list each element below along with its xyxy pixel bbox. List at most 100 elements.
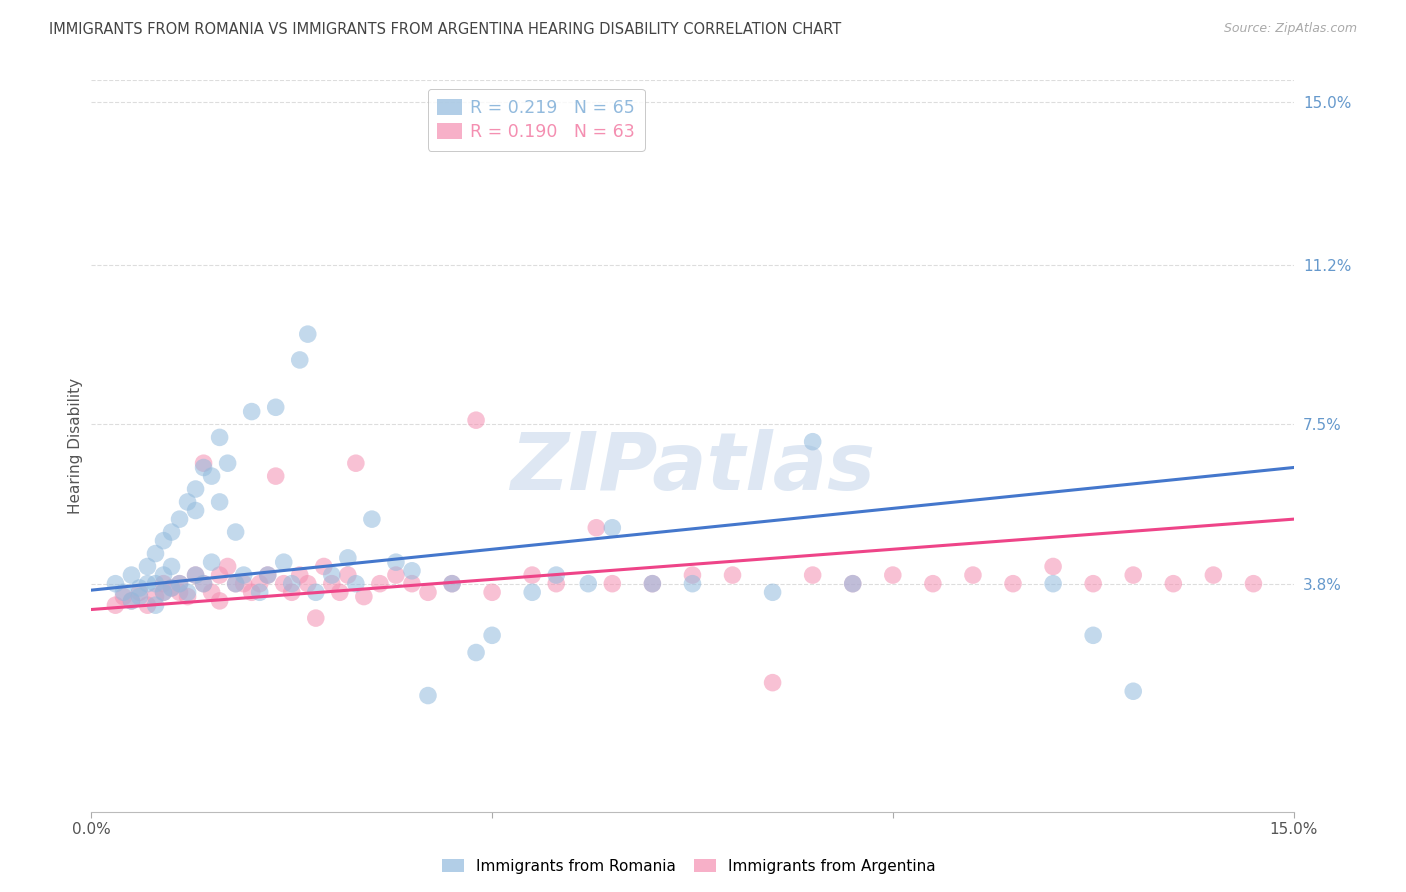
- Point: [232, 568, 254, 582]
- Point: [329, 585, 352, 599]
- Point: [353, 590, 375, 604]
- Point: [225, 576, 247, 591]
- Point: [217, 456, 239, 470]
- Point: [193, 576, 215, 591]
- Point: [104, 598, 127, 612]
- Point: [522, 585, 544, 599]
- Point: [193, 576, 215, 591]
- Point: [152, 568, 174, 582]
- Point: [841, 576, 863, 591]
- Point: [721, 568, 744, 582]
- Point: [481, 628, 503, 642]
- Point: [641, 576, 664, 591]
- Point: [249, 576, 271, 591]
- Legend: Immigrants from Romania, Immigrants from Argentina: Immigrants from Romania, Immigrants from…: [436, 853, 942, 880]
- Point: [264, 401, 287, 415]
- Point: [128, 585, 150, 599]
- Point: [1122, 684, 1144, 698]
- Point: [1042, 576, 1064, 591]
- Point: [321, 576, 343, 591]
- Point: [128, 590, 150, 604]
- Point: [193, 460, 215, 475]
- Point: [169, 576, 191, 591]
- Point: [321, 568, 343, 582]
- Point: [401, 564, 423, 578]
- Point: [1001, 576, 1024, 591]
- Point: [256, 568, 278, 582]
- Point: [641, 576, 664, 591]
- Point: [136, 598, 159, 612]
- Point: [962, 568, 984, 582]
- Point: [762, 675, 785, 690]
- Point: [217, 559, 239, 574]
- Point: [681, 576, 703, 591]
- Point: [121, 568, 143, 582]
- Point: [208, 495, 231, 509]
- Legend: R = 0.219   N = 65, R = 0.190   N = 63: R = 0.219 N = 65, R = 0.190 N = 63: [427, 89, 644, 151]
- Point: [882, 568, 904, 582]
- Point: [264, 469, 287, 483]
- Point: [288, 353, 311, 368]
- Point: [169, 512, 191, 526]
- Point: [297, 576, 319, 591]
- Point: [176, 585, 198, 599]
- Point: [208, 594, 231, 608]
- Point: [240, 585, 263, 599]
- Point: [184, 568, 207, 582]
- Point: [801, 568, 824, 582]
- Point: [305, 585, 328, 599]
- Point: [160, 581, 183, 595]
- Point: [336, 550, 359, 565]
- Point: [112, 585, 135, 599]
- Point: [169, 576, 191, 591]
- Point: [602, 576, 624, 591]
- Point: [602, 521, 624, 535]
- Point: [160, 559, 183, 574]
- Point: [336, 568, 359, 582]
- Point: [201, 469, 224, 483]
- Point: [762, 585, 785, 599]
- Point: [176, 590, 198, 604]
- Point: [576, 576, 599, 591]
- Text: ZIPatlas: ZIPatlas: [510, 429, 875, 507]
- Point: [145, 576, 167, 591]
- Point: [273, 576, 295, 591]
- Point: [681, 568, 703, 582]
- Point: [1083, 576, 1105, 591]
- Point: [416, 689, 439, 703]
- Point: [184, 568, 207, 582]
- Point: [240, 404, 263, 418]
- Point: [152, 533, 174, 548]
- Point: [201, 585, 224, 599]
- Point: [249, 585, 271, 599]
- Point: [922, 576, 945, 591]
- Point: [288, 568, 311, 582]
- Point: [201, 555, 224, 569]
- Point: [801, 434, 824, 449]
- Point: [585, 521, 607, 535]
- Point: [232, 576, 254, 591]
- Point: [176, 495, 198, 509]
- Point: [281, 585, 304, 599]
- Point: [344, 456, 367, 470]
- Point: [416, 585, 439, 599]
- Point: [136, 576, 159, 591]
- Text: Source: ZipAtlas.com: Source: ZipAtlas.com: [1223, 22, 1357, 36]
- Point: [184, 503, 207, 517]
- Y-axis label: Hearing Disability: Hearing Disability: [67, 378, 83, 514]
- Point: [385, 555, 408, 569]
- Point: [1163, 576, 1185, 591]
- Point: [385, 568, 408, 582]
- Point: [401, 576, 423, 591]
- Text: IMMIGRANTS FROM ROMANIA VS IMMIGRANTS FROM ARGENTINA HEARING DISABILITY CORRELAT: IMMIGRANTS FROM ROMANIA VS IMMIGRANTS FR…: [49, 22, 841, 37]
- Point: [193, 456, 215, 470]
- Point: [1083, 628, 1105, 642]
- Point: [281, 576, 304, 591]
- Point: [152, 576, 174, 591]
- Point: [121, 594, 143, 608]
- Point: [152, 585, 174, 599]
- Point: [225, 524, 247, 539]
- Point: [273, 555, 295, 569]
- Point: [160, 524, 183, 539]
- Point: [256, 568, 278, 582]
